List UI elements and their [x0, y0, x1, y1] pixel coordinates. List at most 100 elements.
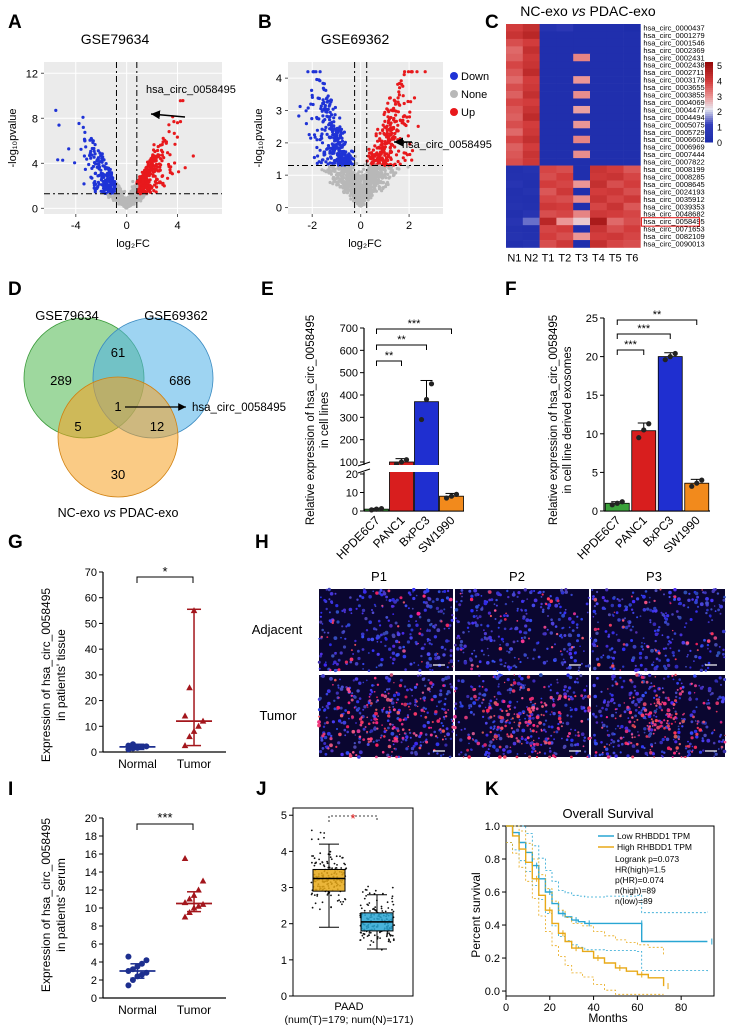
nucleus-dot: [674, 691, 678, 695]
panel-g: G Expression of hsa_circ_0058495 in pati…: [8, 532, 226, 771]
signal-dot: [672, 629, 674, 632]
volcano-point: [56, 158, 60, 162]
heatmap-cell: [539, 91, 557, 99]
nucleus-dot: [610, 693, 614, 697]
heatmap-cell: [522, 31, 540, 40]
heatmap-cell: [623, 120, 641, 129]
heatmap-cell: [506, 232, 524, 241]
heatmap-cell: [539, 105, 557, 114]
signal-dot: [421, 691, 425, 694]
y-tick-label: 500: [340, 368, 358, 380]
nucleus-dot: [543, 752, 547, 755]
heatmap-cell: [623, 105, 641, 114]
heatmap-cell: [606, 113, 624, 122]
nucleus-dot: [483, 632, 487, 636]
venn-count-b: 686: [169, 373, 191, 388]
y-tick-label: 200: [340, 435, 358, 447]
nucleus-dot: [497, 685, 500, 688]
nucleus-dot: [442, 724, 445, 727]
signal-dot: [489, 614, 492, 618]
volcano-point: [173, 142, 177, 146]
nucleus-dot: [392, 644, 396, 648]
nucleus-dot: [592, 609, 596, 614]
nucleus-dot: [403, 685, 407, 688]
nucleus-dot: [610, 738, 613, 742]
signal-dot: [408, 728, 411, 731]
volcano-point: [367, 170, 371, 174]
nucleus-dot: [529, 701, 532, 704]
nucleus-dot: [698, 684, 701, 687]
heatmap-cell: [590, 187, 608, 196]
heatmap-cell: [606, 180, 624, 189]
heatmap-cell: [590, 46, 608, 55]
heatmap-cell: [573, 91, 591, 99]
panel-e-chart: 01020100200300400500600700HPDE6C7PANC1Bx…: [334, 318, 466, 562]
signal-dot: [551, 711, 553, 713]
signal-dot: [587, 709, 591, 713]
signal-dot: [421, 660, 423, 663]
nucleus-dot: [687, 654, 689, 656]
heatmap-cell: [590, 98, 608, 107]
heatmap-cell: [590, 135, 608, 144]
volcano-point: [324, 109, 328, 113]
nucleus-dot: [549, 689, 552, 692]
signal-dot: [476, 741, 481, 746]
nucleus-dot: [375, 701, 378, 703]
nucleus-dot: [428, 604, 433, 609]
heatmap-cell: [556, 38, 574, 47]
signal-dot: [543, 685, 546, 689]
heatmap-cell: [623, 202, 641, 211]
nucleus-dot: [580, 662, 583, 665]
nucleus-dot: [505, 745, 509, 749]
volcano-point: [344, 155, 348, 159]
heatmap-cell: [590, 158, 608, 166]
signal-dot: [608, 623, 612, 627]
nucleus-dot: [329, 643, 332, 647]
nucleus-dot: [644, 655, 648, 660]
nucleus-dot: [701, 739, 705, 743]
signal-dot: [566, 735, 570, 738]
nucleus-dot: [405, 747, 409, 751]
heatmap-cell: [573, 61, 591, 69]
nucleus-dot: [655, 715, 658, 718]
nucleus-dot: [439, 731, 442, 734]
nucleus-dot: [458, 637, 461, 640]
nucleus-dot: [335, 610, 340, 614]
heatmap-cell: [623, 135, 641, 144]
nucleus-dot: [446, 589, 450, 593]
y-tick-label: 20: [346, 469, 358, 481]
x-tick-label: 0: [124, 220, 130, 232]
volcano-point: [103, 185, 107, 189]
volcano-point: [166, 176, 170, 180]
heatmap-cell: [506, 128, 524, 137]
nucleus-dot: [370, 719, 373, 722]
signal-dot: [376, 683, 380, 686]
nucleus-dot: [376, 641, 379, 643]
heatmap-cell: [606, 91, 624, 99]
nucleus-dot: [583, 709, 587, 713]
nucleus-dot: [705, 611, 708, 615]
nucleus-dot: [691, 598, 694, 601]
signal-dot: [417, 642, 420, 645]
nucleus-dot: [702, 749, 705, 752]
volcano-point: [148, 190, 153, 194]
nucleus-dot: [549, 747, 551, 750]
nucleus-dot: [524, 684, 526, 686]
signal-dot: [377, 715, 379, 717]
signal-dot: [387, 714, 391, 718]
nucleus-dot: [325, 588, 328, 591]
nucleus-dot: [370, 637, 375, 642]
nucleus-dot: [718, 696, 721, 699]
nucleus-dot: [610, 647, 614, 650]
nucleus-dot: [319, 750, 323, 754]
nucleus-dot: [409, 662, 413, 666]
signal-dot: [392, 725, 396, 729]
nucleus-dot: [433, 635, 438, 639]
signal-dot: [504, 724, 507, 728]
signal-dot: [332, 683, 334, 686]
panel-i-row-adjacent: Adjacent: [252, 622, 303, 637]
heatmap-cell: [573, 165, 591, 174]
signal-dot: [488, 590, 492, 594]
nucleus-dot: [519, 688, 521, 691]
nucleus-dot: [564, 703, 568, 707]
